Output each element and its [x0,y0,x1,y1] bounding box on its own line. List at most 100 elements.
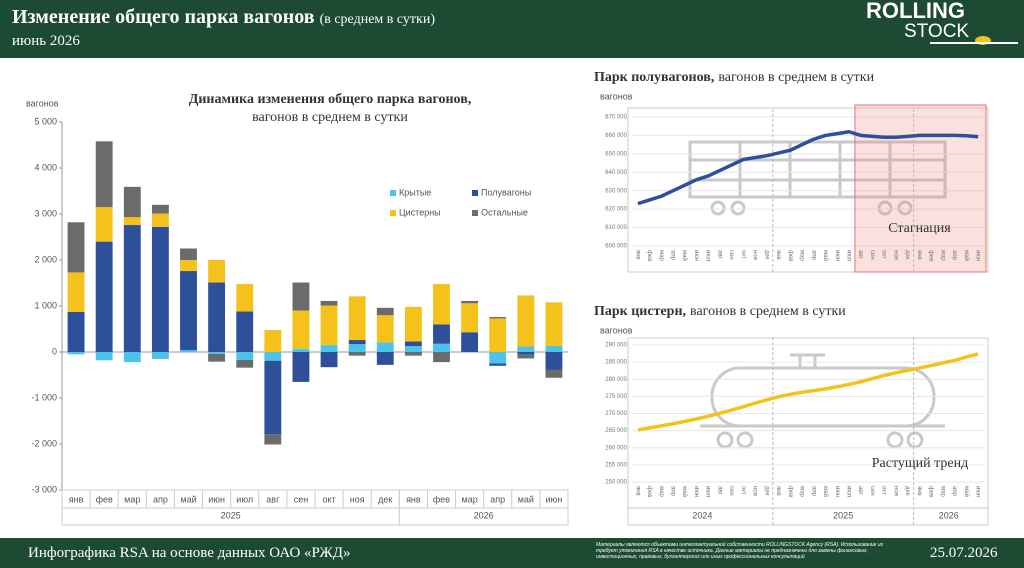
y-tick-label: 620 000 [605,207,627,213]
bar-segment [151,204,169,214]
bar-segment [292,310,310,349]
x-tick-label: фев [787,250,793,261]
x-tick-label: фев [96,494,113,504]
bar-segment [236,283,254,312]
x-tick-label: июн [546,494,563,504]
x-tick-label: мар [939,486,945,497]
x-tick-label: июл [705,250,711,262]
bar-segment [180,350,197,352]
bar-segment [376,352,394,365]
x-tick-label: мар [799,486,805,497]
x-tick-label: май [963,250,970,261]
header-title: Изменение общего парка вагонов [12,6,315,28]
header: Изменение общего парка вагонов (в средне… [0,0,1024,58]
x-tick-label: окт [740,250,746,259]
bar-segment [292,282,310,311]
bar-segment [517,295,535,347]
chart-subtitle: вагонов в среднем в сутки [252,110,408,125]
x-tick-label: июл [705,486,711,498]
bar-segment [461,332,479,352]
x-tick-label: апр [951,486,957,497]
bar-segment [123,186,141,218]
x-tick-label: авг [266,494,280,504]
bar-segment [123,225,141,352]
y-tick-label: 265 000 [605,428,627,434]
x-tick-label: окт [322,494,335,504]
data-line [637,352,979,432]
bar-segment [123,217,141,226]
footer-source: Инфографика RSA на основе данных ОАО «РЖ… [28,545,351,561]
x-tick-label: сен [869,486,875,496]
header-period: июнь 2026 [12,33,80,49]
x-tick-label: апр [669,250,675,261]
bar-segment [545,346,563,352]
bar-segment [433,283,450,325]
bar-segment [180,260,197,272]
x-tick-label: апр [951,250,957,261]
y-tick-label: 630 000 [605,188,627,194]
bar-segment [404,306,422,342]
y-tick-label: 670 000 [605,115,627,121]
x-tick-label: янв [916,486,922,496]
y-tick-label: -3 000 [31,484,57,494]
x-tick-label: авг [716,250,722,260]
x-tick-label: дек [378,494,392,504]
chart-subtitle: вагонов в среднем в сутки [690,304,846,319]
logo-top: ROLLING [866,0,965,23]
bar-segment [67,311,85,352]
bar-segment [264,434,282,445]
x-tick-label: мар [462,494,478,504]
x-tick-label: мар [939,250,945,261]
bar-segment [348,344,366,352]
x-tick-label: июл [236,494,253,504]
bar-segment [236,352,254,360]
legend-label: Крытые [399,187,431,197]
highlight-label: Стагнация [888,221,951,236]
x-tick-label: апр [810,486,816,497]
bar-segment [123,352,141,363]
x-tick-label: апр [810,250,816,261]
x-tick-label: июл [845,486,851,498]
bar-segment [489,352,507,364]
chart-title-bold: Парк цистерн, [594,304,686,319]
y-axis-label: вагонов [26,98,59,108]
bar-segment [461,300,479,304]
x-tick-label: апр [669,486,675,497]
bar-segment [320,305,338,346]
chart-subtitle: вагонов в среднем в сутки [718,70,874,85]
bar-segment [208,282,226,352]
y-tick-label: 290 000 [605,343,627,349]
bar-segment [151,352,169,359]
x-tick-label: апр [490,494,505,504]
x-tick-label: июн [975,250,981,261]
highlight-region [854,104,987,273]
x-tick-label: янв [916,250,922,260]
bar-segment [433,343,450,352]
y-tick-label: 285 000 [605,360,627,366]
bar-segment [404,346,422,352]
x-tick-label: июн [693,250,699,261]
y-tick-label: 650 000 [605,151,627,157]
y-tick-label: 640 000 [605,170,627,176]
bar-segment [151,226,169,352]
bar-segment [180,271,197,351]
gondola-illustration [688,140,947,216]
x-tick-label: окт [740,486,746,495]
bar-segment [208,353,226,362]
y-tick-label: 660 000 [605,133,627,139]
x-tick-label: май [963,486,970,497]
bar-segment [545,302,563,347]
y-tick-label: 270 000 [605,411,627,417]
x-tick-label: фев [646,250,652,261]
bar-segment [67,272,85,312]
year-label: 2025 [221,510,241,520]
x-tick-label: ноя [752,486,758,496]
legend-label: Полувагоны [481,187,531,197]
x-tick-label: авг [857,250,863,260]
x-tick-label: авг [716,486,722,496]
bar-segment [348,340,366,345]
x-tick-label: май [518,494,534,504]
y-tick-label: 250 000 [605,480,627,486]
